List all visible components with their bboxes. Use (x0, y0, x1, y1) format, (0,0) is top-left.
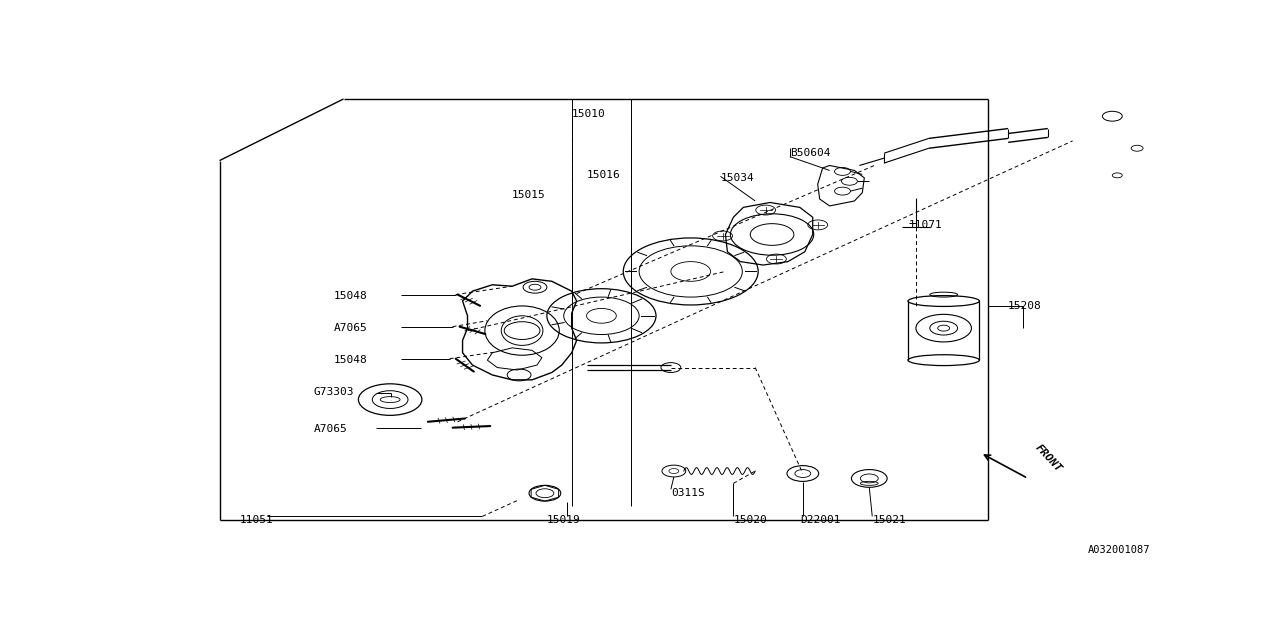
Text: D22001: D22001 (800, 515, 841, 525)
Text: 15048: 15048 (334, 291, 367, 301)
Text: A032001087: A032001087 (1088, 545, 1149, 555)
Text: 15010: 15010 (572, 109, 605, 119)
Text: A7065: A7065 (334, 323, 367, 333)
Text: 0311S: 0311S (671, 488, 704, 498)
Text: B50604: B50604 (790, 148, 831, 158)
Text: 15034: 15034 (721, 173, 754, 183)
Text: G73303: G73303 (314, 387, 355, 397)
Text: 15015: 15015 (512, 190, 545, 200)
Text: 15016: 15016 (586, 170, 621, 180)
Text: 15019: 15019 (547, 515, 581, 525)
Text: A7065: A7065 (314, 424, 347, 434)
Text: 11051: 11051 (239, 515, 273, 525)
Text: FRONT: FRONT (1033, 443, 1064, 474)
Text: 15021: 15021 (872, 515, 906, 525)
Text: 15020: 15020 (733, 515, 767, 525)
Text: 15048: 15048 (334, 355, 367, 365)
Text: 15208: 15208 (1009, 301, 1042, 311)
Text: 11071: 11071 (909, 220, 942, 230)
